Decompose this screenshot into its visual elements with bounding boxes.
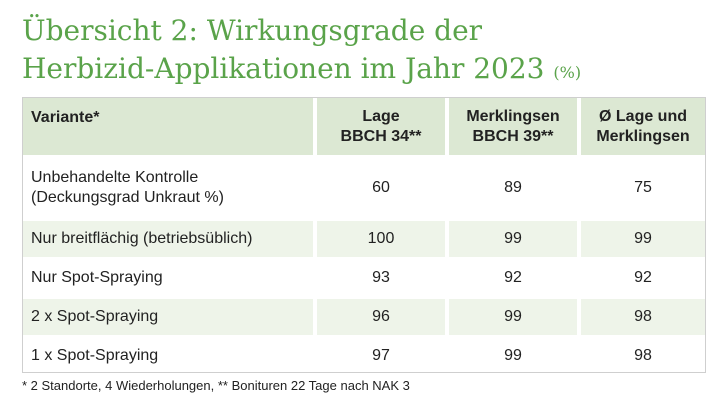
header-lage: Lage BBCH 34** xyxy=(315,98,449,157)
header-merklingsen: Merklingsen BBCH 39** xyxy=(447,98,581,157)
cell-merklingsen: 99 xyxy=(447,336,581,372)
cell-average: 98 xyxy=(579,336,705,372)
cell-average: 75 xyxy=(579,156,705,220)
cell-merklingsen: 99 xyxy=(447,219,581,259)
results-table-frame: Variante* Lage BBCH 34** Merklingsen BBCH … xyxy=(22,97,706,373)
cell-lage: 97 xyxy=(315,336,449,372)
table-row: Nur Spot-Spraying 93 92 92 xyxy=(23,258,705,298)
table-header-row: Variante* Lage BBCH 34** Merklingsen BBCH … xyxy=(23,98,705,157)
header-average: Ø Lage und Merklingsen xyxy=(579,98,705,157)
row-label: 2 x Spot-Spraying xyxy=(23,297,317,337)
title-line-1: Übersicht 2: Wirkungsgrade der xyxy=(22,14,483,47)
footnote: * 2 Standorte, 4 Wiederholungen, ** Boni… xyxy=(22,378,410,393)
row-label: Unbehandelte Kontrolle (Deckungsgrad Unkr… xyxy=(23,156,317,220)
row-label: Nur Spot-Spraying xyxy=(23,258,317,298)
cell-lage: 96 xyxy=(315,297,449,337)
table-row: Nur breitflächig (betriebsüblich) 100 99… xyxy=(23,219,705,259)
row-label: Nur breitflächig (betriebsüblich) xyxy=(23,219,317,259)
cell-average: 92 xyxy=(579,258,705,298)
cell-lage: 60 xyxy=(315,156,449,220)
cell-merklingsen: 92 xyxy=(447,258,581,298)
page-title: Übersicht 2: Wirkungsgrade der Herbizid-… xyxy=(22,12,581,92)
cell-merklingsen: 89 xyxy=(447,156,581,220)
cell-average: 99 xyxy=(579,219,705,259)
cell-lage: 100 xyxy=(315,219,449,259)
cell-merklingsen: 99 xyxy=(447,297,581,337)
cell-average: 98 xyxy=(579,297,705,337)
header-variante: Variante* xyxy=(23,98,317,157)
table-row: Unbehandelte Kontrolle (Deckungsgrad Unkr… xyxy=(23,156,705,220)
table-row: 1 x Spot-Spraying 97 99 98 xyxy=(23,336,705,372)
cell-lage: 93 xyxy=(315,258,449,298)
title-line-2: Herbizid-Applikationen im Jahr 2023 xyxy=(22,52,545,85)
title-unit: (%) xyxy=(553,63,582,82)
table-row: 2 x Spot-Spraying 96 99 98 xyxy=(23,297,705,337)
results-table: Variante* Lage BBCH 34** Merklingsen BBCH … xyxy=(23,98,705,372)
row-label: 1 x Spot-Spraying xyxy=(23,336,317,372)
